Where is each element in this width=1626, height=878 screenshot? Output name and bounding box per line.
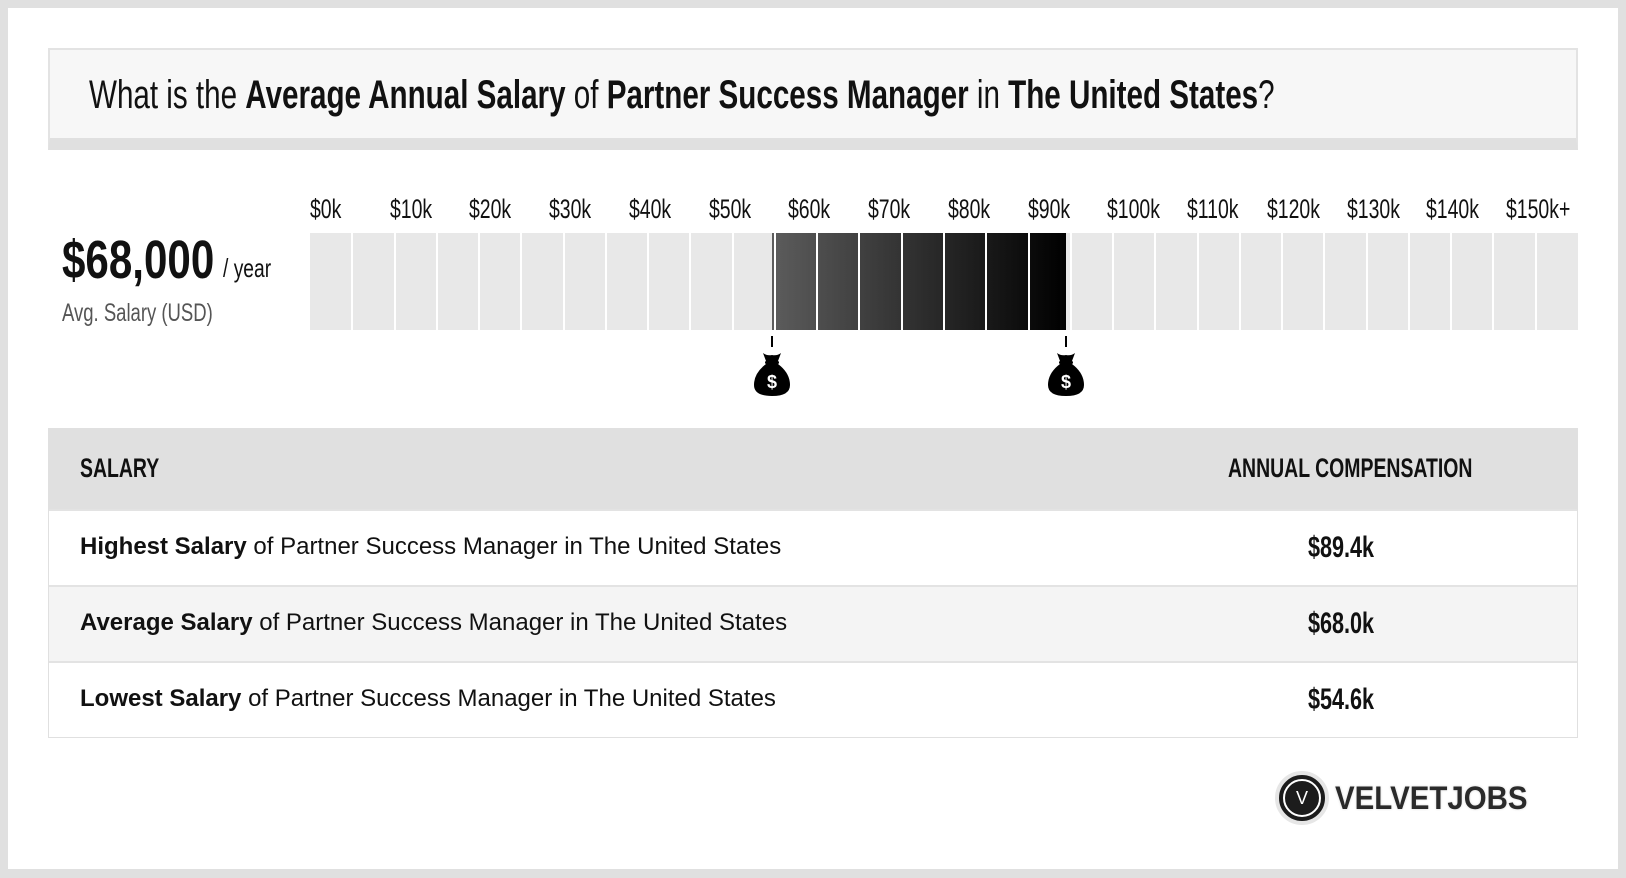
table-row: Average Salary of Partner Success Manage… bbox=[49, 585, 1577, 661]
table-row: Lowest Salary of Partner Success Manager… bbox=[49, 661, 1577, 737]
segment-divider bbox=[647, 233, 650, 330]
title-metric: Average Annual Salary bbox=[245, 73, 566, 117]
segment-divider bbox=[689, 233, 692, 330]
scale-tick-label: $80k bbox=[947, 194, 991, 224]
segment-divider bbox=[1281, 233, 1284, 330]
segment-divider bbox=[478, 233, 481, 330]
salary-range-bar bbox=[310, 233, 1578, 330]
money-bag-icon: $ bbox=[752, 351, 792, 397]
segment-divider bbox=[604, 233, 607, 330]
scale-tick-label: $140k bbox=[1426, 194, 1480, 224]
segment-divider bbox=[1534, 233, 1537, 330]
row-value: $54.6k bbox=[1308, 683, 1375, 716]
table-header: SALARY ANNUAL COMPENSATION bbox=[49, 428, 1577, 509]
segment-divider bbox=[773, 233, 776, 330]
segment-divider bbox=[985, 233, 988, 330]
scale-tick-label: $50k bbox=[708, 194, 751, 224]
scale-tick-label: $150k+ bbox=[1506, 194, 1571, 224]
scale-tick-label: $40k bbox=[628, 194, 672, 224]
segment-divider bbox=[1069, 233, 1072, 330]
row-detail: of Partner Success Manager in The United… bbox=[252, 609, 788, 636]
money-bag-icon: $ bbox=[1046, 351, 1086, 397]
scale-tick-label: $90k bbox=[1027, 194, 1070, 224]
title-suffix: ? bbox=[1258, 73, 1275, 117]
title-in: in bbox=[968, 73, 1009, 117]
scale-tick-label: $100k bbox=[1107, 194, 1161, 224]
svg-text:$: $ bbox=[1061, 372, 1071, 392]
segment-divider bbox=[562, 233, 565, 330]
row-label: Highest Salary bbox=[80, 533, 247, 560]
row-label: Average Salary bbox=[80, 609, 253, 636]
scale-tick-label: $120k bbox=[1266, 194, 1320, 224]
title-box: What is the Average Annual Salary of Par… bbox=[48, 48, 1578, 150]
column-header-compensation: ANNUAL COMPENSATION bbox=[1228, 453, 1473, 483]
svg-text:$: $ bbox=[767, 372, 777, 392]
row-value: $89.4k bbox=[1308, 531, 1375, 564]
segment-divider bbox=[900, 233, 903, 330]
segment-divider bbox=[351, 233, 354, 330]
logo-letter: V bbox=[1283, 779, 1321, 817]
lowest-marker-tick bbox=[770, 336, 773, 347]
segment-divider bbox=[858, 233, 861, 330]
table-row: Highest Salary of Partner Success Manage… bbox=[49, 509, 1577, 585]
segment-divider bbox=[1154, 233, 1157, 330]
segment-divider bbox=[731, 233, 734, 330]
row-description: Highest Salary of Partner Success Manage… bbox=[80, 533, 781, 561]
row-detail: of Partner Success Manager in The United… bbox=[246, 533, 782, 560]
salary-table: SALARY ANNUAL COMPENSATION Highest Salar… bbox=[48, 428, 1578, 738]
scale-tick-label: $30k bbox=[549, 194, 592, 224]
segment-divider bbox=[1112, 233, 1115, 330]
segment-divider bbox=[1450, 233, 1453, 330]
row-detail: of Partner Success Manager in The United… bbox=[241, 685, 776, 712]
segment-divider bbox=[1492, 233, 1495, 330]
column-header-salary: SALARY bbox=[80, 453, 160, 483]
segment-divider bbox=[1238, 233, 1241, 330]
segment-divider bbox=[520, 233, 523, 330]
velvetjobs-logo[interactable]: V VELVETJOBS bbox=[1275, 771, 1565, 827]
average-salary-value: $68,000 bbox=[62, 230, 215, 290]
scale-tick-label: $10k bbox=[389, 194, 432, 224]
row-value: $68.0k bbox=[1308, 607, 1375, 640]
segment-divider bbox=[943, 233, 945, 330]
row-description: Lowest Salary of Partner Success Manager… bbox=[80, 685, 776, 713]
title-prefix: What is the bbox=[89, 73, 246, 117]
title-location: The United States bbox=[1008, 73, 1259, 117]
segment-divider bbox=[1027, 233, 1030, 330]
scale-tick-label: $60k bbox=[788, 194, 831, 224]
title-of: of bbox=[565, 73, 607, 117]
salary-card: What is the Average Annual Salary of Par… bbox=[8, 8, 1618, 869]
logo-mark-icon: V bbox=[1275, 771, 1329, 825]
segment-divider bbox=[1365, 233, 1368, 330]
row-label: Lowest Salary bbox=[80, 685, 242, 712]
salary-range-highlight bbox=[771, 233, 1066, 330]
title-job: Partner Success Manager bbox=[606, 73, 969, 117]
page-title: What is the Average Annual Salary of Par… bbox=[89, 72, 1275, 118]
segment-divider bbox=[1196, 233, 1199, 330]
highest-marker-tick bbox=[1064, 336, 1067, 347]
salary-scale-labels: $0k $10k $20k $30k $40k $50k $60k $70k $80k $90k $… bbox=[310, 194, 1584, 224]
segment-divider bbox=[393, 233, 396, 330]
scale-tick-label: $70k bbox=[868, 194, 911, 224]
segment-divider bbox=[1407, 233, 1410, 330]
scale-tick-label: $20k bbox=[469, 194, 512, 224]
scale-tick-label: $110k bbox=[1187, 194, 1239, 224]
average-salary-unit: / year bbox=[223, 253, 272, 283]
segment-divider bbox=[435, 233, 438, 330]
segment-divider bbox=[816, 233, 819, 330]
scale-tick-label: $0k bbox=[310, 194, 342, 224]
logo-wordmark: VELVETJOBS bbox=[1335, 780, 1528, 816]
scale-tick-label: $130k bbox=[1346, 194, 1400, 224]
row-description: Average Salary of Partner Success Manage… bbox=[80, 609, 787, 637]
segment-divider bbox=[1323, 233, 1326, 330]
average-salary-label: Avg. Salary (USD) bbox=[62, 299, 213, 327]
